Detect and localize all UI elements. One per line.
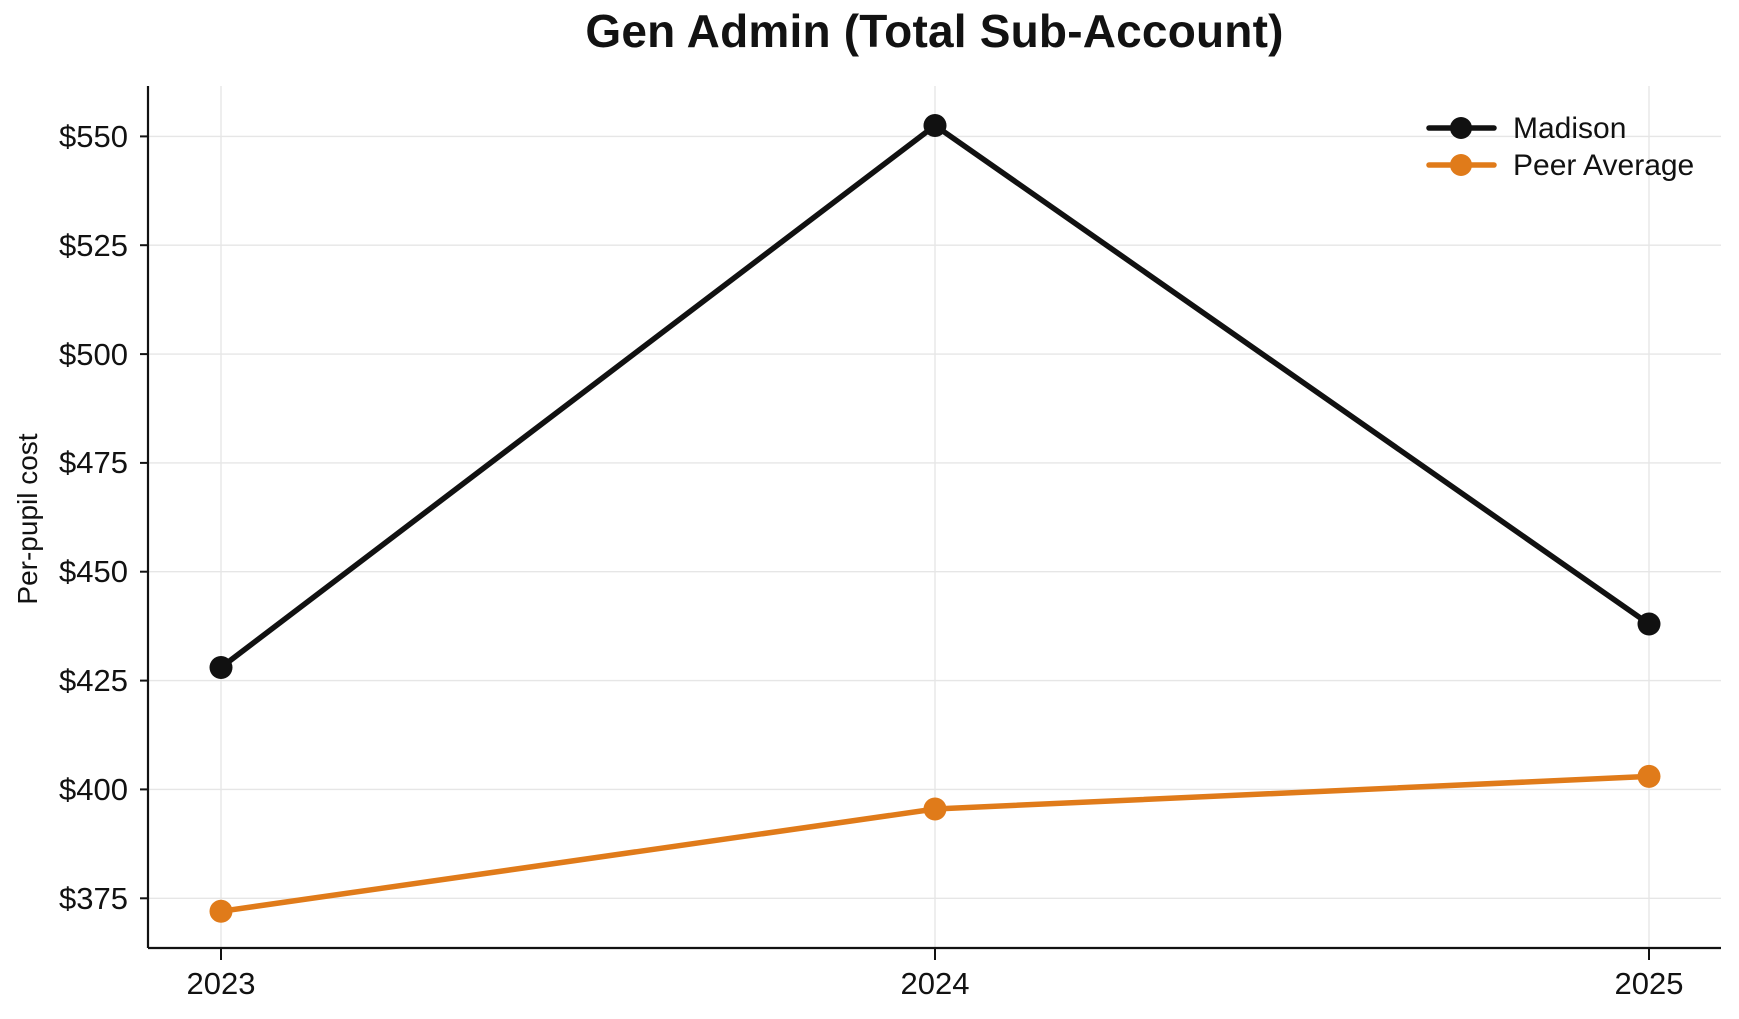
svg-text:$500: $500 (59, 337, 128, 372)
svg-text:Peer Average: Peer Average (1513, 149, 1694, 182)
svg-text:$425: $425 (59, 663, 128, 698)
svg-text:$475: $475 (59, 445, 128, 480)
svg-text:$375: $375 (59, 881, 128, 916)
svg-text:2024: 2024 (901, 966, 970, 1001)
svg-text:2023: 2023 (187, 966, 256, 1001)
svg-text:$550: $550 (59, 119, 128, 154)
svg-text:2025: 2025 (1615, 966, 1684, 1001)
svg-text:$525: $525 (59, 228, 128, 263)
svg-text:Madison: Madison (1513, 112, 1626, 145)
svg-text:$450: $450 (59, 554, 128, 589)
svg-text:$400: $400 (59, 772, 128, 807)
